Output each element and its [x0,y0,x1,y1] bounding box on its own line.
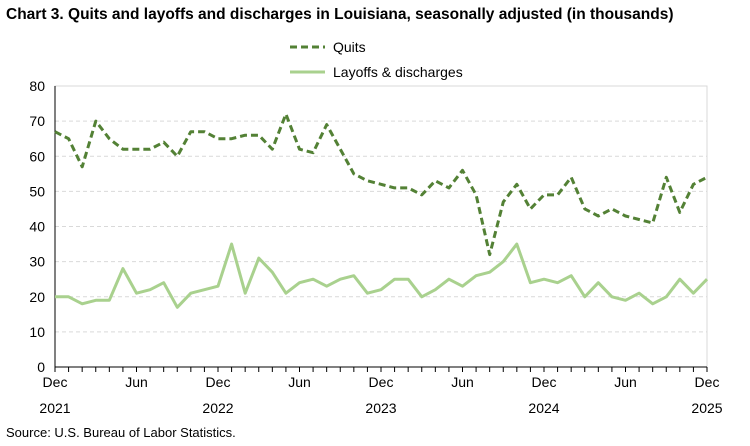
y-tick-label: 70 [29,113,45,129]
x-tick-label-month: Jun [125,374,148,390]
x-tick-label-year: 2022 [202,400,233,416]
x-tick-label-month: Dec [532,374,557,390]
y-tick-label: 50 [29,183,45,199]
x-tick-label-month: Dec [43,374,68,390]
x-tick-label-month: Dec [369,374,394,390]
y-tick-label: 20 [29,289,45,305]
legend-label: Quits [333,39,366,55]
x-tick-label-month: Dec [695,374,720,390]
x-tick-label-month: Jun [288,374,311,390]
y-tick-label: 80 [29,78,45,94]
x-tick-label-month: Dec [206,374,231,390]
y-tick-label: 60 [29,148,45,164]
x-tick-label-month: Jun [451,374,474,390]
source-note: Source: U.S. Bureau of Labor Statistics. [6,425,236,440]
y-tick-label: 30 [29,254,45,270]
y-tick-label: 10 [29,324,45,340]
x-tick-label-year: 2021 [39,400,70,416]
x-tick-label-year: 2025 [691,400,722,416]
series-line-layoffs-discharges [55,242,709,309]
series-line-quits [54,112,708,257]
y-tick-label: 40 [29,219,45,235]
legend-label: Layoffs & discharges [333,64,463,80]
x-tick-label-month: Jun [614,374,637,390]
x-tick-label-year: 2024 [528,400,559,416]
chart-title: Chart 3. Quits and layoffs and discharge… [6,6,674,23]
x-tick-label-year: 2023 [365,400,396,416]
y-tick-label: 0 [37,359,45,375]
